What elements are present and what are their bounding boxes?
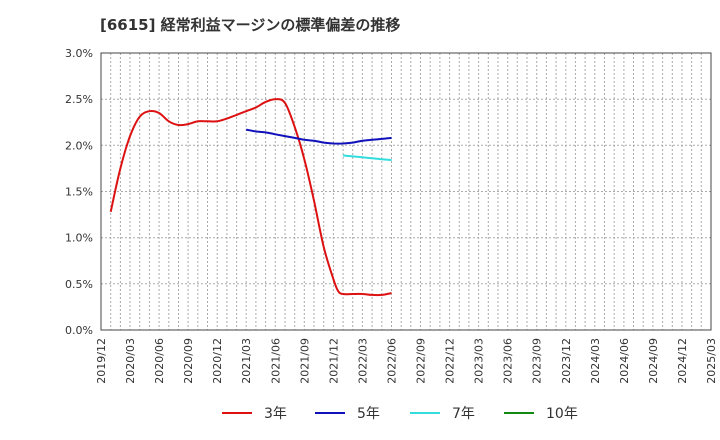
x-tick-label: 2023/03 — [473, 338, 486, 384]
x-tick-label: 2020/03 — [124, 338, 137, 384]
x-tick-label: 2019/12 — [95, 338, 108, 384]
x-tick-label: 2024/03 — [589, 338, 602, 384]
x-tick-label: 2022/12 — [444, 338, 457, 384]
x-tick-label: 2022/09 — [415, 338, 428, 384]
x-tick-label: 2020/12 — [211, 338, 224, 384]
x-tick-label: 2024/12 — [676, 338, 689, 384]
x-tick-label: 2023/09 — [531, 338, 544, 384]
y-tick-label: 0.5% — [65, 278, 93, 291]
series-line-1 — [246, 128, 392, 145]
x-tick-label: 2021/06 — [269, 338, 282, 384]
x-tick-label: 2021/03 — [240, 338, 253, 384]
legend-item-5y[interactable]: 5年 — [315, 403, 380, 423]
legend-item-7y[interactable]: 7年 — [410, 403, 475, 423]
x-tick-label: 2023/12 — [560, 338, 573, 384]
legend-label-10y: 10年 — [546, 406, 578, 422]
legend-swatch-5y — [315, 412, 345, 414]
legend-item-3y[interactable]: 3年 — [222, 403, 287, 423]
series-line-0 — [109, 98, 392, 297]
legend-swatch-7y — [410, 412, 440, 414]
y-tick-label: 1.5% — [65, 186, 93, 199]
legend-item-10y[interactable]: 10年 — [504, 403, 578, 423]
x-tick-label: 2025/03 — [705, 338, 718, 384]
x-tick-label: 2021/09 — [298, 338, 311, 384]
legend-swatch-3y — [222, 412, 252, 414]
x-axis-ticks: 2019/12 2020/03 2020/06 2020/09 2020/12 2021/… — [95, 338, 718, 384]
y-tick-label: 2.5% — [65, 93, 93, 106]
x-tick-label: 2022/03 — [356, 338, 369, 384]
gridlines — [101, 53, 711, 330]
x-tick-label: 2020/09 — [182, 338, 195, 384]
legend-swatch-10y — [504, 412, 534, 414]
x-tick-label: 2023/06 — [502, 338, 515, 384]
x-tick-label: 2024/06 — [618, 338, 631, 384]
x-tick-label: 2020/06 — [153, 338, 166, 384]
y-axis-ticks: 0.0% 0.5% 1.0% 1.5% 2.0% 2.5% 3.0% — [65, 47, 93, 337]
series-line-2 — [343, 154, 392, 162]
legend-label-7y: 7年 — [452, 406, 475, 422]
y-tick-label: 3.0% — [65, 47, 93, 60]
series-layer — [109, 98, 392, 297]
x-tick-label: 2024/09 — [647, 338, 660, 384]
y-tick-label: 1.0% — [65, 232, 93, 245]
y-tick-label: 0.0% — [65, 324, 93, 337]
legend-label-3y: 3年 — [264, 406, 287, 422]
x-tick-label: 2022/06 — [386, 338, 399, 384]
legend-label-5y: 5年 — [357, 406, 380, 422]
plot-frame — [100, 52, 712, 331]
x-tick-label: 2021/12 — [327, 338, 340, 384]
legend: 3年 5年 7年 10年 — [0, 403, 720, 427]
chart-title: [6615] 経常利益マージンの標準偏差の推移 — [100, 16, 401, 34]
y-tick-label: 2.0% — [65, 139, 93, 152]
